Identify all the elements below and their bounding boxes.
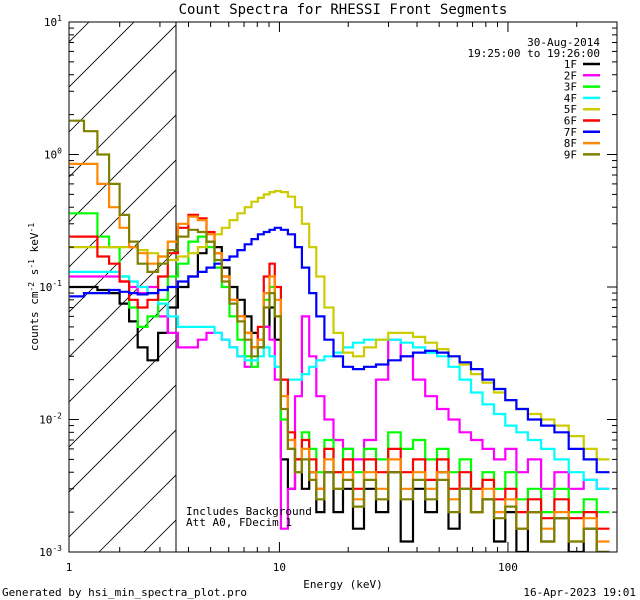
legend-label-1f: 1F bbox=[564, 58, 577, 71]
y-tick-label: 100 bbox=[44, 147, 62, 162]
hatch-line bbox=[324, 0, 640, 552]
legend-label-5f: 5F bbox=[564, 103, 577, 116]
hatch-line bbox=[98, 474, 176, 552]
series-3f-line bbox=[69, 212, 610, 514]
date-label: 30-Aug-2014 bbox=[527, 36, 600, 49]
series-9f-line bbox=[69, 119, 610, 552]
y-tick-label: 101 bbox=[44, 14, 62, 29]
series-layer bbox=[69, 119, 610, 552]
legend-label-2f: 2F bbox=[564, 69, 577, 82]
timestamp-label: 16-Apr-2023 19:01 bbox=[523, 586, 636, 599]
hatch-line bbox=[69, 22, 135, 88]
annotation-line-2: Att A0, FDecim 1 bbox=[186, 516, 292, 529]
hatch-line bbox=[69, 204, 176, 313]
generated-by-label: Generated by hsi_min_spectra_plot.pro bbox=[2, 586, 247, 599]
series-7f-line bbox=[69, 226, 610, 474]
hatch-line bbox=[69, 69, 176, 178]
hatch-line bbox=[69, 429, 176, 538]
annotation-line-1: Includes Background bbox=[186, 505, 312, 518]
axis-ticks: 1 10 100 101 100 10-1 10-2 10-3 bbox=[39, 14, 618, 574]
chart-title: Count Spectra for RHESSI Front Segments bbox=[179, 2, 508, 18]
hatch-line bbox=[69, 384, 176, 493]
series-6f-line bbox=[69, 213, 610, 530]
x-tick-label: 100 bbox=[498, 561, 518, 574]
y-tick-label: 10-3 bbox=[39, 544, 62, 559]
series-4f-line bbox=[69, 270, 610, 490]
legend-label-8f: 8F bbox=[564, 137, 577, 150]
series-8f-line bbox=[69, 162, 610, 543]
series-5f-line bbox=[69, 189, 610, 461]
x-tick-label: 1 bbox=[66, 561, 73, 574]
y-axis-label: counts cm-2 s-1 keV-1 bbox=[27, 223, 41, 351]
series-2f-line bbox=[69, 275, 610, 530]
legend-label-4f: 4F bbox=[564, 92, 577, 105]
excluded-energy-hatch bbox=[69, 0, 640, 552]
legend-label-6f: 6F bbox=[564, 115, 577, 128]
x-axis-label: Energy (keV) bbox=[303, 578, 382, 591]
x-tick-label: 10 bbox=[273, 561, 286, 574]
legend-label-7f: 7F bbox=[564, 126, 577, 139]
hatch-line bbox=[69, 249, 176, 358]
hatch-line bbox=[69, 159, 176, 268]
y-tick-label: 10-2 bbox=[39, 412, 62, 427]
legend-label-3f: 3F bbox=[564, 81, 577, 94]
hatch-line bbox=[69, 24, 176, 133]
time-range-label: 19:25:00 to 19:26:00 bbox=[468, 47, 600, 60]
legend-label-9f: 9F bbox=[564, 148, 577, 161]
y-tick-label: 10-1 bbox=[39, 279, 62, 294]
